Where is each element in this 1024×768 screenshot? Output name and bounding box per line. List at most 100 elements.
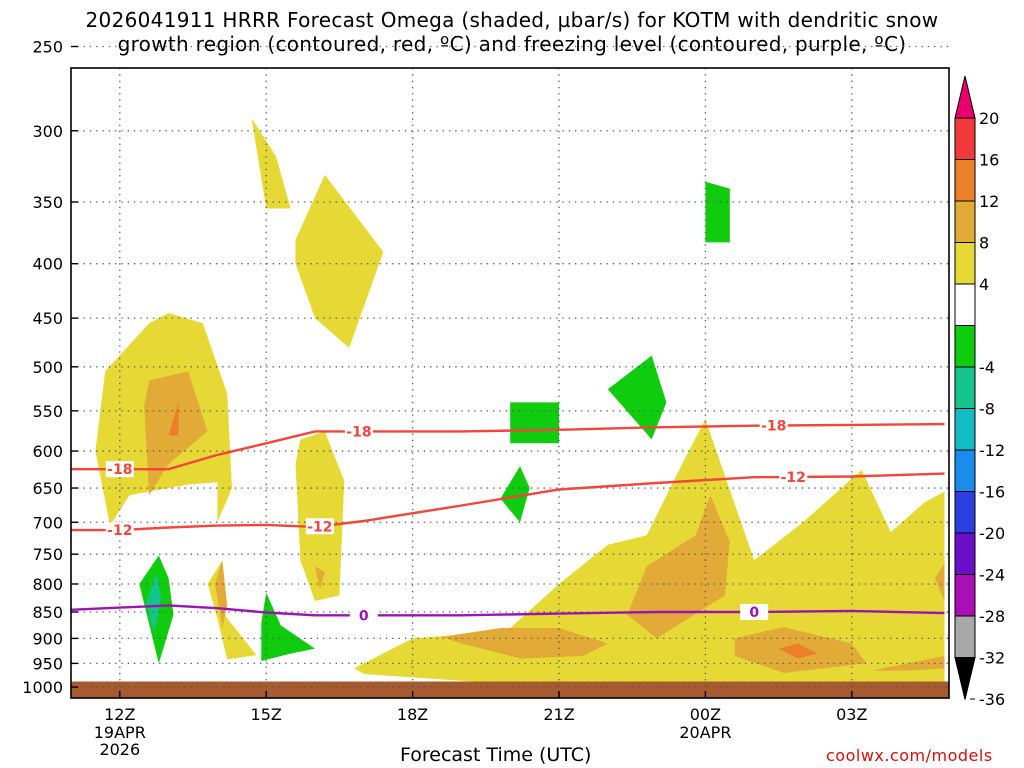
contour-label-bg-0-0 (349, 607, 378, 624)
x-axis-label: Forecast Time (UTC) (400, 744, 592, 766)
colorbar-bottom-arrow (954, 657, 976, 700)
colorbar-segment-10 (954, 491, 976, 534)
colorbar-segment-4 (954, 242, 976, 285)
colorbar-segment-13 (954, 615, 976, 658)
y-tick-750: 750 (32, 545, 63, 564)
y-tick-650: 650 (32, 479, 63, 498)
credit-link[interactable]: coolwx.com/models (826, 746, 993, 765)
colorbar-label-3: 8 (979, 234, 989, 253)
x-tick-21Z: 21Z (543, 705, 574, 724)
contour-label-bg--18-2 (759, 417, 788, 434)
plot-frame (70, 67, 950, 699)
y-tick-450: 450 (32, 309, 63, 328)
colorbar-label-6: -8 (979, 400, 995, 419)
colorbar-label-7: -12 (979, 441, 1005, 460)
contour-label--12-2: -12 (781, 470, 806, 486)
colorbar-label-11: -28 (979, 607, 1005, 626)
omega-region-15 (934, 563, 945, 601)
y-tick-350: 350 (32, 193, 63, 212)
colorbar-segment-7 (954, 366, 976, 409)
omega-region-11 (627, 495, 730, 639)
y-tick-800: 800 (32, 575, 63, 594)
omega-region-7 (295, 431, 345, 601)
y-tick-950: 950 (32, 654, 63, 673)
y-tick-500: 500 (32, 358, 63, 377)
chart-title-line2: growth region (contoured, red, ºC) and f… (117, 32, 907, 56)
omega-region-13 (778, 643, 818, 659)
x-tick-00Z: 00Z (690, 705, 721, 724)
y-tick-1000: 1000 (22, 678, 63, 697)
contour-label-bg--18-0 (105, 461, 134, 478)
colorbar-top-arrow (954, 75, 976, 119)
colorbar-label-2: 12 (979, 192, 999, 211)
contour-label-0-1: 0 (749, 605, 759, 621)
contour-label--12-0: -12 (107, 523, 132, 539)
x-tick-15Z: 15Z (251, 705, 282, 724)
contour-label--18-2: -18 (761, 419, 786, 435)
y-tick-600: 600 (32, 442, 63, 461)
colorbar: 20 16 12 8 4 -4 -8 -12 -16 -20 -24 -28 -32 -36 (954, 75, 1005, 709)
omega-region-9 (354, 419, 945, 683)
contour-label--18-1: -18 (346, 424, 371, 440)
y-tick-700: 700 (32, 513, 63, 532)
omega-region-14 (871, 656, 945, 671)
colorbar-label-8: -16 (979, 483, 1005, 502)
chart-title-line1: 2026041911 HRRR Forecast Omega (shaded, … (85, 8, 939, 32)
omega-region-6 (295, 174, 384, 348)
contour-label-bg-0-1 (740, 604, 769, 620)
x-tick-date-12Z: 19APR (94, 723, 146, 742)
contour-label-bg--18-1 (344, 423, 373, 440)
omega-region-22 (705, 181, 730, 243)
omega-region-8 (315, 566, 325, 590)
y-tick-300: 300 (32, 122, 63, 141)
contour-label-bg--12-1 (305, 518, 334, 535)
contours: -18 -18 -18 -12 -12 -12 0 0 (71, 417, 945, 624)
y-tick-900: 900 (32, 629, 63, 648)
contour-label-bg--12-0 (105, 522, 134, 539)
colorbar-label-9: -20 (979, 524, 1005, 543)
omega-region-5 (251, 118, 291, 209)
omega-region-17 (146, 573, 162, 634)
colorbar-segment-9 (954, 449, 976, 492)
x-tick-18Z: 18Z (397, 705, 428, 724)
contour-label--12-1: -12 (307, 519, 332, 535)
y-axis: 250 300 350 400 450 500 550 600 650 700 750 800 850 9… (22, 38, 78, 697)
ground-layer (71, 681, 949, 698)
contour-label-bg--12-2 (779, 468, 808, 485)
y-tick-550: 550 (32, 402, 63, 421)
colorbar-label-0: 20 (979, 109, 999, 128)
omega-region-10 (441, 628, 608, 659)
omega-region-19 (510, 402, 559, 444)
omega-region-4 (215, 560, 228, 628)
x-tick-12Z: 12Z (104, 705, 135, 724)
contour-label-0-0: 0 (359, 608, 369, 624)
colorbar-segment-11 (954, 532, 976, 575)
contour-label--18-0: -18 (107, 462, 132, 478)
omega-region-18 (261, 592, 315, 661)
omega-region-2 (168, 402, 179, 436)
colorbar-segment-2 (954, 159, 976, 202)
x-tick-date-00Z: 20APR (679, 723, 731, 742)
colorbar-segment-6 (954, 325, 976, 368)
colorbar-label-13: -36 (979, 690, 1005, 709)
colorbar-label-4: 4 (979, 275, 989, 294)
colorbar-segment-3 (954, 200, 976, 243)
omega-region-21 (607, 355, 667, 440)
y-tick-400: 400 (32, 255, 63, 274)
colorbar-segment-5 (954, 283, 976, 326)
colorbar-segment-1 (954, 117, 976, 160)
x-tick-year-12Z: 2026 (99, 740, 140, 759)
x-tick-03Z: 03Z (836, 705, 867, 724)
colorbar-label-10: -24 (979, 566, 1005, 585)
colorbar-label-5: -4 (979, 358, 995, 377)
colorbar-label-1: 16 (979, 151, 999, 170)
colorbar-segment-12 (954, 574, 976, 617)
y-tick-850: 850 (32, 603, 63, 622)
contour-dgz--12 (71, 472, 945, 532)
ground-fill (71, 681, 949, 698)
colorbar-label-12: -32 (979, 649, 1005, 668)
omega-region-20 (500, 466, 530, 523)
y-tick-250: 250 (32, 38, 63, 57)
colorbar-segment-8 (954, 408, 976, 451)
